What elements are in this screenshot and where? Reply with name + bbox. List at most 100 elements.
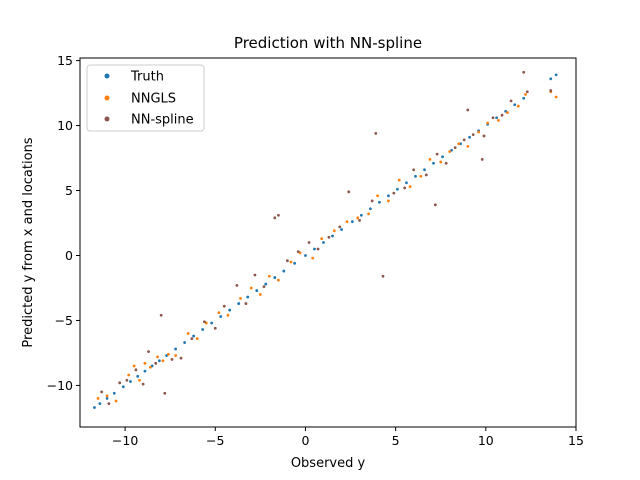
point-truth [513, 103, 517, 107]
point-nn-spline [347, 190, 351, 194]
legend-box [86, 64, 205, 132]
y-tick-label: 0 [65, 248, 73, 263]
point-nngls [486, 121, 490, 125]
point-nn-spline [296, 250, 300, 253]
point-nngls [439, 160, 443, 164]
point-nn-spline [213, 326, 217, 330]
point-truth [368, 207, 372, 211]
point-nngls [448, 150, 452, 153]
point-truth [183, 341, 187, 344]
point-nngls [138, 378, 141, 382]
point-nn-spline [327, 235, 331, 239]
point-nn-spline [444, 161, 448, 165]
point-truth [423, 168, 426, 172]
plot-frame [79, 57, 577, 428]
point-truth [228, 308, 232, 312]
point-nngls [156, 355, 159, 359]
point-nn-spline [549, 89, 553, 92]
point-truth [282, 269, 286, 273]
y-tick-label: −5 [55, 313, 73, 328]
legend-label-truth: Truth [130, 70, 164, 85]
point-nn-spline [100, 390, 104, 394]
point-nngls [127, 373, 131, 377]
point-nn-spline [424, 173, 428, 177]
y-tick-label: 10 [57, 118, 73, 133]
y-tick-label: 15 [57, 53, 73, 68]
legend-marker-nngls [104, 95, 110, 101]
point-truth [93, 406, 96, 409]
point-nngls [96, 397, 100, 400]
point-nngls [277, 278, 280, 282]
point-nn-spline [134, 368, 138, 372]
point-truth [432, 161, 435, 165]
point-nngls [114, 399, 118, 403]
x-tick-label: 10 [478, 433, 494, 448]
x-tick-label: −10 [112, 433, 138, 448]
point-truth [549, 77, 553, 81]
point-nngls [217, 311, 221, 315]
point-nngls [258, 293, 262, 296]
point-truth [350, 220, 354, 224]
point-nn-spline [471, 133, 475, 137]
point-nn-spline [525, 90, 529, 94]
point-nngls [239, 296, 242, 300]
point-truth [174, 347, 177, 351]
point-nn-spline [358, 219, 361, 222]
point-nn-spline [170, 358, 174, 361]
point-nn-spline [392, 191, 396, 195]
point-truth [273, 276, 277, 279]
point-nngls [320, 237, 324, 241]
point-nngls [143, 361, 147, 365]
point-truth [201, 328, 205, 331]
chart-title: Prediction with NN-spline [234, 34, 422, 52]
point-nn-spline [374, 131, 378, 135]
point-truth [121, 385, 125, 389]
point-nngls [195, 337, 199, 341]
point-truth [98, 402, 102, 406]
x-axis-label: Observed y [291, 456, 366, 471]
point-nngls [477, 130, 481, 134]
point-nngls [524, 92, 527, 96]
point-nngls [311, 256, 315, 260]
point-truth [378, 200, 381, 204]
point-truth [340, 228, 343, 231]
series-nn-spline [100, 70, 553, 406]
point-nn-spline [179, 356, 183, 360]
point-truth [264, 282, 268, 286]
point-nn-spline [203, 320, 206, 324]
point-truth [157, 359, 161, 363]
point-nngls [387, 199, 390, 203]
point-nngls [148, 365, 152, 369]
point-truth [136, 374, 140, 378]
point-truth [129, 380, 132, 383]
point-nn-spline [482, 134, 486, 138]
point-truth [143, 369, 147, 373]
legend-marker-truth [104, 73, 110, 79]
point-nngls [419, 174, 423, 178]
point-nn-spline [491, 116, 495, 120]
point-nn-spline [412, 168, 416, 172]
point-nn-spline [273, 216, 277, 220]
point-nngls [166, 352, 170, 356]
point-nngls [554, 95, 558, 99]
point-nn-spline [316, 247, 320, 251]
point-truth [304, 254, 307, 257]
point-truth [219, 315, 223, 318]
point-nn-spline [509, 99, 513, 103]
point-nngls [174, 354, 177, 357]
point-nn-spline [125, 378, 129, 382]
point-truth [255, 289, 259, 292]
point-truth [359, 213, 363, 217]
point-nn-spline [381, 274, 385, 278]
x-tick-label: 15 [568, 433, 584, 448]
point-truth [387, 194, 390, 198]
point-nn-spline [190, 337, 194, 341]
point-truth [246, 295, 250, 299]
point-nngls [105, 394, 109, 398]
point-nngls [367, 212, 370, 216]
point-truth [495, 116, 499, 120]
point-nn-spline [435, 152, 439, 156]
point-nn-spline [222, 304, 226, 308]
series-nngls [96, 90, 558, 403]
point-nngls [516, 104, 520, 108]
